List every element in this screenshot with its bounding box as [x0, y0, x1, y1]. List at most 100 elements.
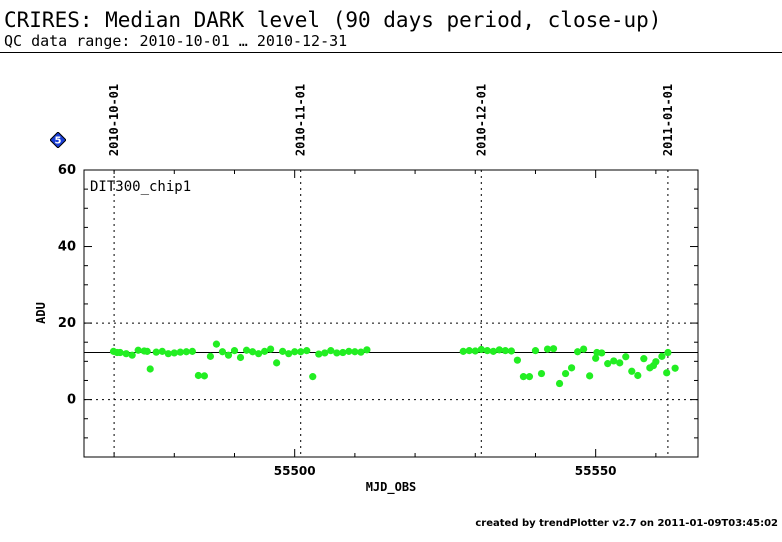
data-point	[188, 347, 196, 355]
x-axis-label: MJD_OBS	[366, 480, 417, 495]
data-point	[495, 346, 503, 354]
data-point	[176, 348, 184, 356]
data-point	[194, 371, 202, 380]
data-point	[303, 347, 311, 355]
data-point	[616, 359, 624, 367]
diamond-icon: 5	[50, 132, 66, 148]
data-point	[279, 347, 287, 355]
data-point	[537, 369, 546, 378]
data-point	[363, 346, 371, 354]
data-point	[218, 348, 227, 356]
data-point	[182, 348, 190, 356]
data-point	[477, 345, 485, 354]
data-point	[658, 352, 666, 360]
data-point	[321, 349, 329, 357]
data-point	[525, 373, 534, 381]
date-marker-label-2011-01-01: 2011-01-01	[661, 84, 675, 156]
data-point	[610, 357, 618, 365]
data-point	[134, 346, 142, 354]
data-point	[640, 355, 648, 363]
data-point	[574, 348, 582, 356]
data-point	[230, 347, 239, 355]
y-tick-label-0: 0	[67, 393, 76, 408]
data-point	[561, 369, 570, 378]
data-point	[315, 350, 323, 358]
data-point	[254, 350, 263, 358]
data-point	[158, 347, 166, 355]
data-point	[622, 353, 630, 361]
data-point	[634, 371, 642, 380]
y-tick-label-40: 40	[58, 240, 76, 255]
panel-label: DIT300_chip1	[90, 179, 191, 195]
data-point	[664, 348, 672, 357]
data-point	[459, 347, 467, 355]
data-point	[146, 365, 154, 373]
data-point	[143, 347, 151, 355]
data-points-layer	[109, 340, 679, 388]
data-point	[649, 361, 658, 370]
data-point	[242, 346, 251, 354]
x-tick-label-55550: 55550	[575, 464, 617, 478]
data-point	[489, 347, 497, 355]
data-point	[580, 345, 588, 353]
data-point	[128, 351, 136, 359]
data-point	[164, 350, 172, 358]
data-point	[273, 359, 281, 367]
y-tick-label-60: 60	[58, 163, 76, 178]
data-point	[357, 348, 365, 356]
data-point	[531, 347, 540, 355]
data-point	[333, 349, 341, 357]
data-point	[351, 348, 359, 356]
date-marker-label-2010-12-01: 2010-12-01	[474, 84, 488, 156]
data-point	[170, 349, 178, 357]
data-point	[200, 372, 208, 380]
data-point	[471, 347, 479, 355]
footer-credit: created by trendPlotter v2.7 on 2011-01-…	[475, 518, 778, 529]
date-marker-layer: 2010-10-01 2010-11-01 2010-12-01 2011-01-01	[107, 84, 675, 457]
data-point	[113, 348, 121, 357]
x-axis-ticks: 55500 55550	[113, 170, 657, 478]
data-point	[507, 347, 515, 355]
plot-frame	[83, 169, 699, 458]
header-divider	[0, 52, 782, 53]
data-point	[309, 373, 317, 381]
data-point	[267, 345, 275, 353]
data-range-subtitle: QC data range: 2010-10-01 … 2010-12-31	[4, 32, 348, 50]
data-point	[567, 364, 576, 372]
data-point	[513, 356, 522, 364]
data-point	[549, 345, 558, 353]
data-point	[663, 369, 671, 377]
y-axis-ticks: 0 20 40 60	[58, 163, 698, 458]
y-tick-label-20: 20	[58, 316, 76, 331]
x-tick-label-55500: 55500	[274, 464, 316, 478]
data-point	[483, 347, 491, 355]
diamond-icon-shape	[50, 132, 66, 148]
data-point	[465, 347, 473, 355]
data-point	[339, 348, 347, 357]
y-axis-label: ADU	[34, 302, 48, 324]
data-point	[212, 340, 221, 348]
data-point	[592, 354, 600, 362]
date-marker-label-2010-10-01: 2010-10-01	[107, 84, 121, 156]
grid-layer	[84, 322, 698, 401]
data-point	[501, 347, 509, 355]
data-point	[206, 352, 215, 360]
data-point	[285, 350, 293, 358]
data-point	[122, 350, 130, 358]
data-point	[224, 351, 233, 359]
data-point	[555, 379, 564, 388]
data-point	[236, 353, 245, 362]
data-point	[671, 364, 679, 372]
data-point	[345, 347, 353, 355]
data-point	[543, 345, 552, 353]
data-point	[291, 348, 299, 356]
data-point	[327, 347, 335, 355]
data-point	[604, 360, 612, 368]
data-point	[519, 373, 528, 381]
data-point	[297, 348, 305, 356]
data-point	[248, 348, 257, 356]
data-point	[586, 372, 594, 380]
data-point	[260, 347, 269, 355]
page-title: CRIRES: Median DARK level (90 days perio…	[4, 8, 662, 32]
